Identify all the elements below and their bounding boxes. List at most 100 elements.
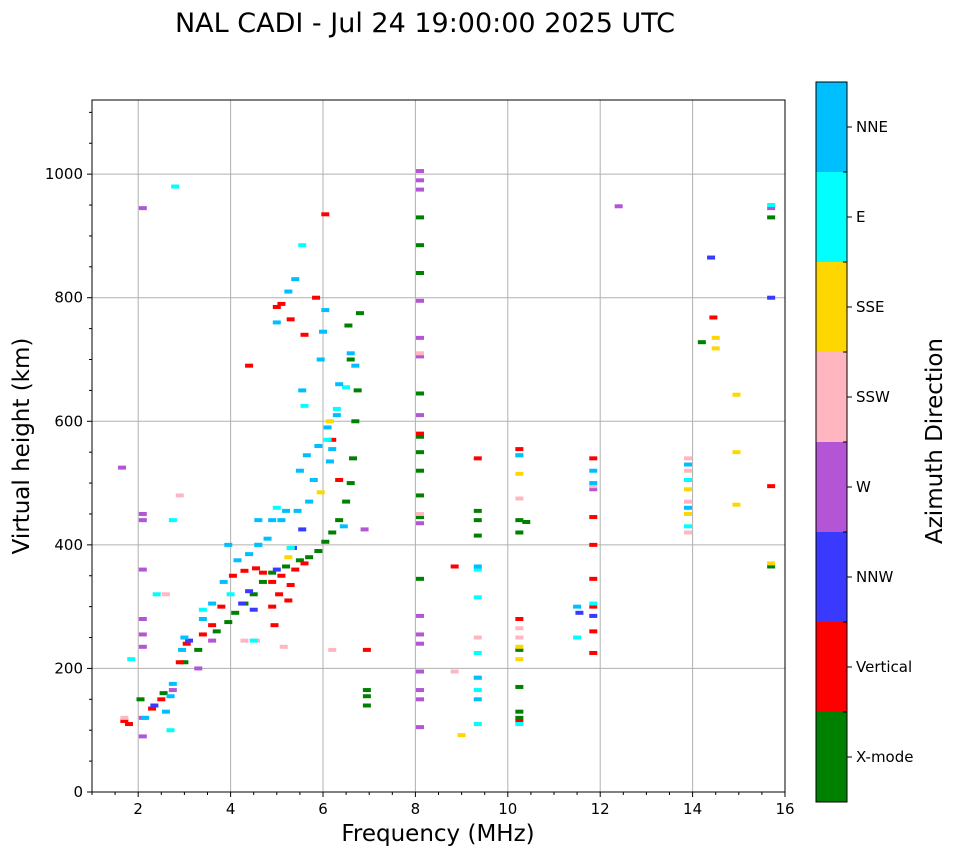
series-nne bbox=[141, 277, 692, 720]
data-point bbox=[168, 518, 177, 523]
data-point bbox=[268, 579, 277, 584]
data-point bbox=[707, 255, 716, 260]
data-point bbox=[217, 604, 226, 609]
x-tick-label: 12 bbox=[591, 800, 610, 818]
data-point bbox=[231, 610, 240, 615]
data-point bbox=[450, 564, 459, 569]
grid-lines bbox=[92, 100, 785, 792]
data-point bbox=[683, 505, 692, 510]
data-point bbox=[362, 647, 371, 652]
data-point bbox=[226, 592, 235, 597]
data-point bbox=[194, 666, 203, 671]
data-point bbox=[416, 351, 425, 356]
data-point bbox=[515, 722, 524, 727]
data-point bbox=[416, 521, 425, 526]
data-point bbox=[351, 363, 360, 368]
data-point bbox=[228, 573, 237, 578]
data-point bbox=[254, 542, 263, 547]
colorbar-tick-label: SSW bbox=[856, 388, 890, 406]
data-point bbox=[416, 613, 425, 618]
data-point bbox=[362, 703, 371, 708]
data-point bbox=[138, 518, 147, 523]
data-point bbox=[416, 169, 425, 174]
colorbar-tick-label: NNW bbox=[856, 568, 893, 586]
data-point bbox=[575, 610, 584, 615]
data-point bbox=[473, 564, 482, 569]
data-point bbox=[275, 592, 284, 597]
data-point bbox=[194, 647, 203, 652]
data-point bbox=[344, 323, 353, 328]
data-point bbox=[282, 508, 291, 513]
data-point bbox=[321, 539, 330, 544]
data-point bbox=[515, 530, 524, 535]
data-point bbox=[258, 570, 267, 575]
data-point bbox=[245, 589, 254, 594]
data-point bbox=[683, 477, 692, 482]
data-point bbox=[573, 635, 582, 640]
colorbar-tick-label: SSE bbox=[856, 298, 885, 316]
data-point bbox=[335, 382, 344, 387]
data-point bbox=[416, 725, 425, 730]
data-point bbox=[272, 567, 281, 572]
data-marks bbox=[118, 169, 776, 739]
data-point bbox=[416, 271, 425, 275]
data-point bbox=[416, 243, 425, 248]
y-axis-label: Virtual height (km) bbox=[9, 338, 35, 555]
data-point bbox=[683, 462, 692, 467]
data-point bbox=[328, 647, 337, 652]
data-point bbox=[138, 734, 147, 739]
data-point bbox=[473, 635, 482, 640]
data-point bbox=[589, 629, 598, 634]
colorbar-label: Azimuth Direction bbox=[922, 338, 948, 544]
data-point bbox=[233, 558, 242, 563]
data-point bbox=[319, 329, 327, 334]
data-point bbox=[473, 518, 482, 523]
data-point bbox=[349, 456, 358, 461]
data-point bbox=[198, 632, 207, 637]
data-point bbox=[416, 468, 425, 473]
data-point bbox=[332, 413, 341, 418]
data-point bbox=[473, 675, 482, 680]
data-point bbox=[360, 527, 369, 532]
data-point bbox=[589, 576, 598, 581]
data-point bbox=[416, 434, 425, 439]
data-point bbox=[683, 530, 692, 535]
data-point bbox=[312, 295, 321, 300]
data-point bbox=[291, 567, 300, 572]
data-point bbox=[515, 657, 524, 662]
colorbar-tick-label: NNE bbox=[856, 118, 888, 136]
data-point bbox=[293, 508, 302, 513]
data-point bbox=[515, 518, 524, 523]
data-point bbox=[272, 320, 281, 325]
data-point bbox=[272, 304, 281, 309]
data-point bbox=[300, 561, 309, 566]
series-nnw bbox=[150, 255, 776, 708]
data-point bbox=[198, 607, 207, 612]
data-point bbox=[767, 561, 776, 566]
x-tick-label: 8 bbox=[411, 800, 421, 818]
data-point bbox=[295, 468, 304, 473]
data-point bbox=[767, 484, 776, 489]
data-point bbox=[589, 487, 598, 492]
data-point bbox=[240, 568, 249, 573]
data-point bbox=[323, 425, 332, 430]
data-point bbox=[589, 481, 598, 486]
data-point bbox=[515, 447, 524, 452]
data-point bbox=[309, 477, 318, 482]
data-point bbox=[589, 515, 598, 520]
data-point bbox=[697, 340, 706, 345]
data-point bbox=[316, 357, 325, 362]
data-point bbox=[573, 604, 582, 609]
data-point bbox=[346, 357, 355, 362]
data-point bbox=[328, 437, 337, 442]
data-point bbox=[515, 718, 524, 723]
data-point bbox=[589, 650, 598, 655]
data-point bbox=[683, 524, 692, 529]
data-point bbox=[321, 212, 330, 217]
data-point bbox=[175, 660, 184, 665]
data-point bbox=[178, 647, 187, 652]
data-point bbox=[161, 592, 170, 597]
data-point bbox=[416, 335, 425, 340]
data-point bbox=[515, 647, 524, 652]
data-point bbox=[589, 604, 598, 609]
